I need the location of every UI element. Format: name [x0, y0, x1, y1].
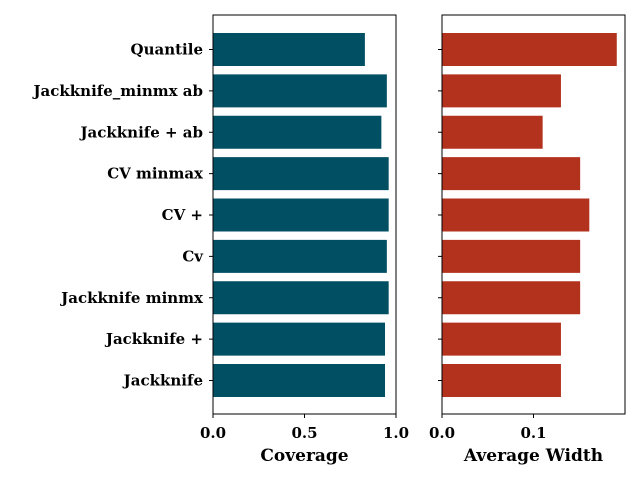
- width-bar-jackknife: [442, 322, 561, 356]
- width-xtick-label: 0.1: [520, 424, 546, 442]
- category-label-jackknife: Jackknife +: [104, 330, 203, 348]
- width-bar-cv: [442, 198, 590, 232]
- coverage-bar-quantile: [213, 33, 365, 66]
- coverage-bar-jackknife-minmx-ab: [213, 74, 387, 108]
- coverage-panel: Jackknife Jackknife + Jackknife minmx Cv CV …: [31, 14, 409, 466]
- category-label-jackknife: Jackknife: [122, 372, 203, 390]
- coverage-x-axis-title: Coverage: [260, 446, 348, 466]
- coverage-bar-jackknife-ab: [213, 115, 382, 149]
- category-label-cv-minmax: CV minmax: [107, 165, 204, 183]
- width-bar-jackknife-ab: [442, 115, 543, 149]
- width-bar-quantile: [442, 33, 617, 66]
- coverage-bar-cv: [213, 239, 387, 273]
- category-label-jackknife-minmx: Jackknife minmx: [59, 289, 204, 307]
- category-label-jackknife-ab: Jackknife + ab: [78, 123, 203, 141]
- coverage-bar-jackknife-minmx: [213, 281, 389, 315]
- width-x-axis-title: Average Width: [463, 446, 603, 466]
- coverage-bar-jackknife: [213, 364, 386, 397]
- category-label-cv: Cv: [182, 247, 204, 265]
- width-bar-cv: [442, 239, 581, 273]
- width-bar-cv-minmax: [442, 157, 581, 191]
- category-label-jackknife-minmx-ab: Jackknife_minmx ab: [31, 82, 203, 100]
- coverage-xtick-label: 1.0: [383, 424, 409, 442]
- coverage-bar-cv: [213, 198, 389, 232]
- width-bar-jackknife: [442, 364, 561, 397]
- width-xtick-label: 0.0: [429, 424, 455, 442]
- coverage-bar-jackknife: [213, 322, 386, 356]
- width-bar-jackknife-minmx: [442, 281, 581, 315]
- average-width-panel: 0.0 0.1 Average Width: [429, 14, 626, 466]
- width-bar-jackknife-minmx-ab: [442, 74, 561, 108]
- category-label-quantile: Quantile: [131, 41, 203, 59]
- coverage-xtick-label: 0.5: [291, 424, 317, 442]
- category-label-cv: CV +: [162, 206, 203, 224]
- coverage-bar-cv-minmax: [213, 157, 389, 191]
- coverage-xtick-label: 0.0: [200, 424, 226, 442]
